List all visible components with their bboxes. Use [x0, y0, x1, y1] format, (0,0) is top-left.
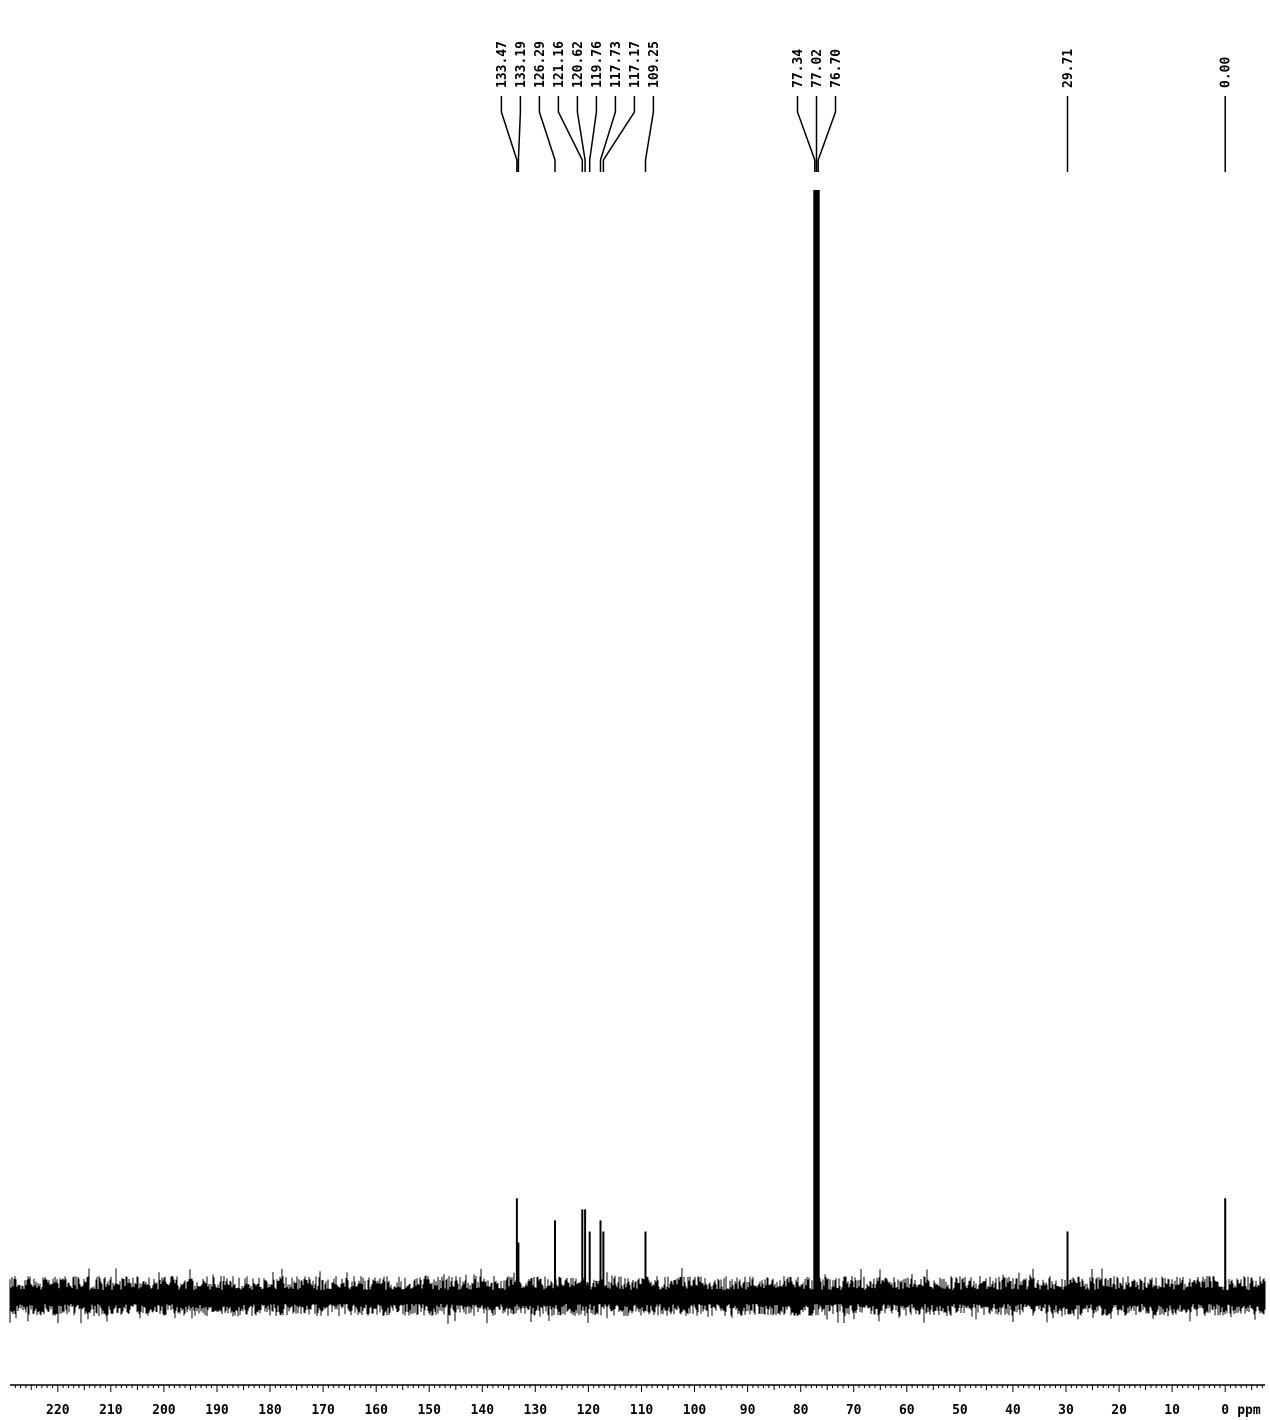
tick-label: 120 [577, 1403, 601, 1418]
peak-leader [818, 96, 835, 172]
tick-label: 170 [311, 1403, 335, 1418]
tick-label: 60 [899, 1403, 915, 1418]
peak-leader [590, 96, 597, 172]
spectrum-peaks [517, 190, 1225, 1298]
peak-leader [501, 96, 517, 172]
tick-label: 150 [417, 1403, 441, 1418]
tick-label: 70 [846, 1403, 862, 1418]
peak-leader [577, 96, 585, 172]
tick-label: 50 [952, 1403, 968, 1418]
peak-leader [798, 96, 815, 172]
peak-label: 77.02 [810, 49, 825, 88]
peak-label: 109.25 [647, 41, 662, 88]
peak-label: 120.62 [571, 41, 586, 88]
tick-label: 130 [524, 1403, 548, 1418]
noise-trace [10, 1268, 1265, 1324]
peak-label-leaders [501, 96, 1225, 172]
peak-label: 119.76 [590, 41, 605, 88]
tick-label: 210 [99, 1403, 123, 1418]
tick-label: 190 [205, 1403, 229, 1418]
peak-leader [518, 96, 520, 172]
axis-tick-labels: 220 210 200 190 180 170 160 150 140 130 120 110 100 9… [46, 1403, 1229, 1418]
tick-label: 30 [1058, 1403, 1074, 1418]
tick-label: 160 [364, 1403, 388, 1418]
tick-label: 140 [471, 1403, 495, 1418]
peak-label: 0.00 [1219, 57, 1234, 88]
tick-label: 90 [740, 1403, 756, 1418]
peak-label: 117.73 [609, 41, 624, 88]
tick-label: 180 [258, 1403, 282, 1418]
ppm-axis [10, 1385, 1265, 1392]
tick-label: 40 [1005, 1403, 1021, 1418]
tick-label: 20 [1111, 1403, 1127, 1418]
tick-label: 80 [793, 1403, 809, 1418]
tick-label: 220 [46, 1403, 70, 1418]
peak-label: 126.29 [533, 41, 548, 88]
tick-label: 110 [630, 1403, 654, 1418]
peak-label: 77.34 [791, 49, 806, 88]
tick-label: 100 [683, 1403, 707, 1418]
peak-label: 133.19 [514, 41, 529, 88]
peak-label: 117.17 [628, 41, 643, 88]
peak-label: 133.47 [495, 41, 510, 88]
peak-leader [558, 96, 582, 172]
peak-leader [539, 96, 555, 172]
peak-labels: 133.47 133.19 126.29 121.16 120.62 119.76 117.… [495, 41, 1234, 88]
peak-label: 121.16 [552, 41, 567, 88]
peak-label: 29.71 [1061, 49, 1076, 88]
peak-label: 76.70 [829, 49, 844, 88]
tick-label: 200 [152, 1403, 176, 1418]
axis-unit-label: ppm [1237, 1403, 1261, 1418]
tick-label: 10 [1164, 1403, 1180, 1418]
baseline-noise [10, 1268, 1265, 1324]
tick-label: 0 [1221, 1403, 1229, 1418]
peak-leader [646, 96, 654, 172]
